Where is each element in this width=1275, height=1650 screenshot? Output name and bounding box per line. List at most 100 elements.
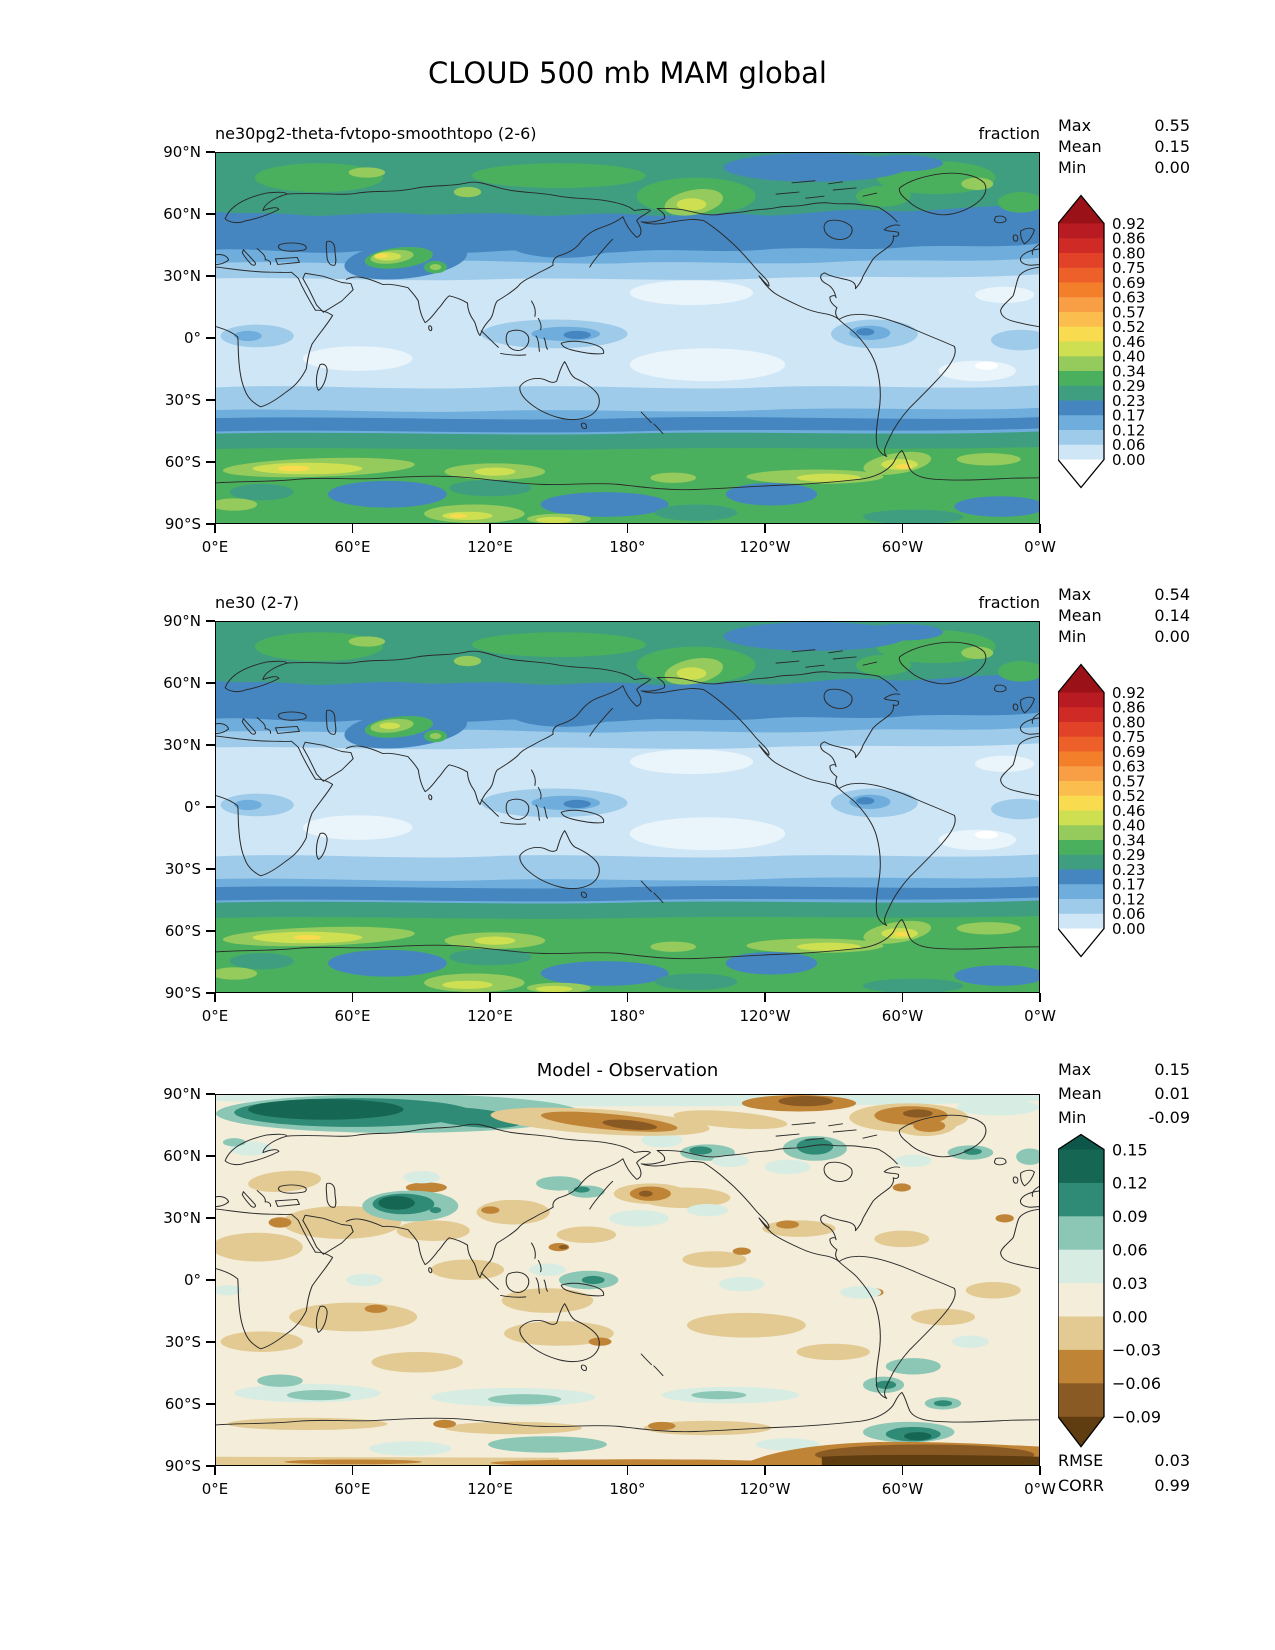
colorbar-tick-label: 0.15: [1112, 1140, 1148, 1159]
stat-label: RMSE: [1058, 1451, 1104, 1470]
x-tick: [764, 993, 766, 1002]
y-tick: [206, 1465, 215, 1467]
y-tick: [206, 1341, 215, 1343]
stat-label: Mean: [1058, 1084, 1102, 1103]
x-tick: [901, 993, 904, 1002]
x-tick: [626, 1466, 629, 1475]
panel-3-stats: Max 0.15 Mean 0.01 Min -0.09: [1058, 1058, 1190, 1130]
x-tick-label: 0°E: [201, 1480, 229, 1498]
x-tick-label: 60°E: [334, 1007, 371, 1025]
y-tick-label: 0°: [183, 329, 201, 347]
panel-2-map: [215, 621, 1040, 993]
y-tick: [206, 868, 215, 870]
x-tick: [901, 1466, 904, 1475]
x-tick: [1039, 1466, 1041, 1475]
x-tick-label: 120°E: [467, 1480, 513, 1498]
y-tick: [206, 806, 215, 808]
y-tick: [206, 399, 215, 401]
y-tick: [206, 523, 215, 525]
colorbar-tick-label: 0.06: [1112, 436, 1145, 454]
panel-1-units: fraction: [978, 124, 1040, 143]
colorbar-tick-label: 0.29: [1112, 846, 1145, 864]
y-tick-label: 30°S: [164, 860, 201, 878]
x-tick-label: 0°E: [201, 1007, 229, 1025]
x-tick: [351, 524, 354, 533]
stat-label: Min: [1058, 158, 1087, 177]
stat-label: Max: [1058, 585, 1092, 604]
colorbar-tick-label: 0.80: [1112, 713, 1145, 731]
stat-value: 0.01: [1154, 1084, 1190, 1103]
panel-2-units: fraction: [978, 593, 1040, 612]
stat-label: Min: [1058, 1108, 1087, 1127]
y-tick: [206, 1279, 215, 1281]
panel-2-map-svg: [216, 622, 1039, 992]
panel-1-map-svg: [216, 153, 1039, 523]
stat-value: 0.00: [1154, 158, 1190, 177]
x-tick: [1039, 993, 1041, 1002]
colorbar-tick-label: 0.46: [1112, 333, 1145, 351]
y-tick-label: 60°N: [163, 674, 201, 692]
x-tick: [214, 993, 216, 1002]
x-tick-label: 180°: [609, 1480, 646, 1498]
colorbar: 0.920.860.800.750.690.630.570.520.460.40…: [1058, 194, 1145, 489]
stat-value: 0.55: [1154, 116, 1190, 135]
y-tick: [206, 1403, 215, 1405]
colorbar-tick-label: 0.00: [1112, 451, 1145, 469]
x-tick-label: 60°W: [881, 1007, 924, 1025]
x-tick-label: 60°W: [881, 1480, 924, 1498]
x-tick: [214, 1466, 216, 1475]
y-tick: [206, 337, 215, 339]
y-tick: [206, 151, 215, 153]
y-tick: [206, 461, 215, 463]
x-tick-label: 120°W: [739, 1480, 791, 1498]
colorbar-tick-label: 0.12: [1112, 1174, 1148, 1193]
colorbar-tick-label: 0.40: [1112, 348, 1145, 366]
y-tick: [206, 1155, 215, 1157]
x-tick: [1039, 524, 1041, 533]
stat-label: Mean: [1058, 606, 1102, 625]
y-tick-label: 60°N: [163, 205, 201, 223]
colorbar-tick-label: −0.06: [1112, 1374, 1161, 1393]
y-tick-label: 60°S: [164, 1395, 201, 1413]
x-tick-label: 60°E: [334, 538, 371, 556]
y-tick-label: 90°S: [164, 515, 201, 533]
panel-3-map: [215, 1094, 1040, 1466]
stat-value: -0.09: [1148, 1108, 1190, 1127]
stat-label: Mean: [1058, 137, 1102, 156]
panel-1-header: ne30pg2-theta-fvtopo-smoothtopo (2-6) fr…: [215, 124, 1040, 143]
colorbar-tick-label: −0.09: [1112, 1407, 1161, 1426]
y-tick-label: 60°S: [164, 453, 201, 471]
colorbar-tick-label: 0.34: [1112, 831, 1145, 849]
x-tick-label: 60°E: [334, 1480, 371, 1498]
x-tick: [489, 993, 491, 1002]
x-tick-label: 0°W: [1024, 1480, 1056, 1498]
colorbar-tick-label: 0.00: [1112, 1307, 1148, 1326]
colorbar-tick-label: 0.40: [1112, 817, 1145, 835]
panel-1-map: [215, 152, 1040, 524]
x-tick-label: 0°W: [1024, 538, 1056, 556]
y-tick: [206, 930, 215, 932]
y-tick: [206, 744, 215, 746]
y-tick: [206, 1217, 215, 1219]
panel-2-stats: Max 0.54 Mean 0.14 Min 0.00: [1058, 584, 1190, 647]
x-tick: [626, 524, 629, 533]
x-tick-label: 0°E: [201, 538, 229, 556]
colorbar-tick-label: 0.52: [1112, 318, 1145, 336]
y-tick-label: 60°S: [164, 922, 201, 940]
panel-3-title: Model - Observation: [536, 1060, 719, 1081]
y-tick: [206, 682, 215, 684]
colorbar-tick-label: 0.86: [1112, 230, 1145, 248]
colorbar-tick-label: 0.80: [1112, 244, 1145, 262]
colorbar-tick-label: 0.57: [1112, 303, 1145, 321]
colorbar-tick-label: 0.29: [1112, 377, 1145, 395]
colorbar-tick-label: 0.52: [1112, 787, 1145, 805]
x-tick-label: 180°: [609, 538, 646, 556]
y-tick-label: 90°S: [164, 984, 201, 1002]
x-tick: [626, 993, 629, 1002]
colorbar-tick-label: 0.75: [1112, 728, 1145, 746]
y-tick-label: 30°N: [163, 736, 201, 754]
x-tick: [764, 1466, 766, 1475]
stat-value: 0.14: [1154, 606, 1190, 625]
colorbar-tick-label: 0.06: [1112, 1240, 1148, 1259]
